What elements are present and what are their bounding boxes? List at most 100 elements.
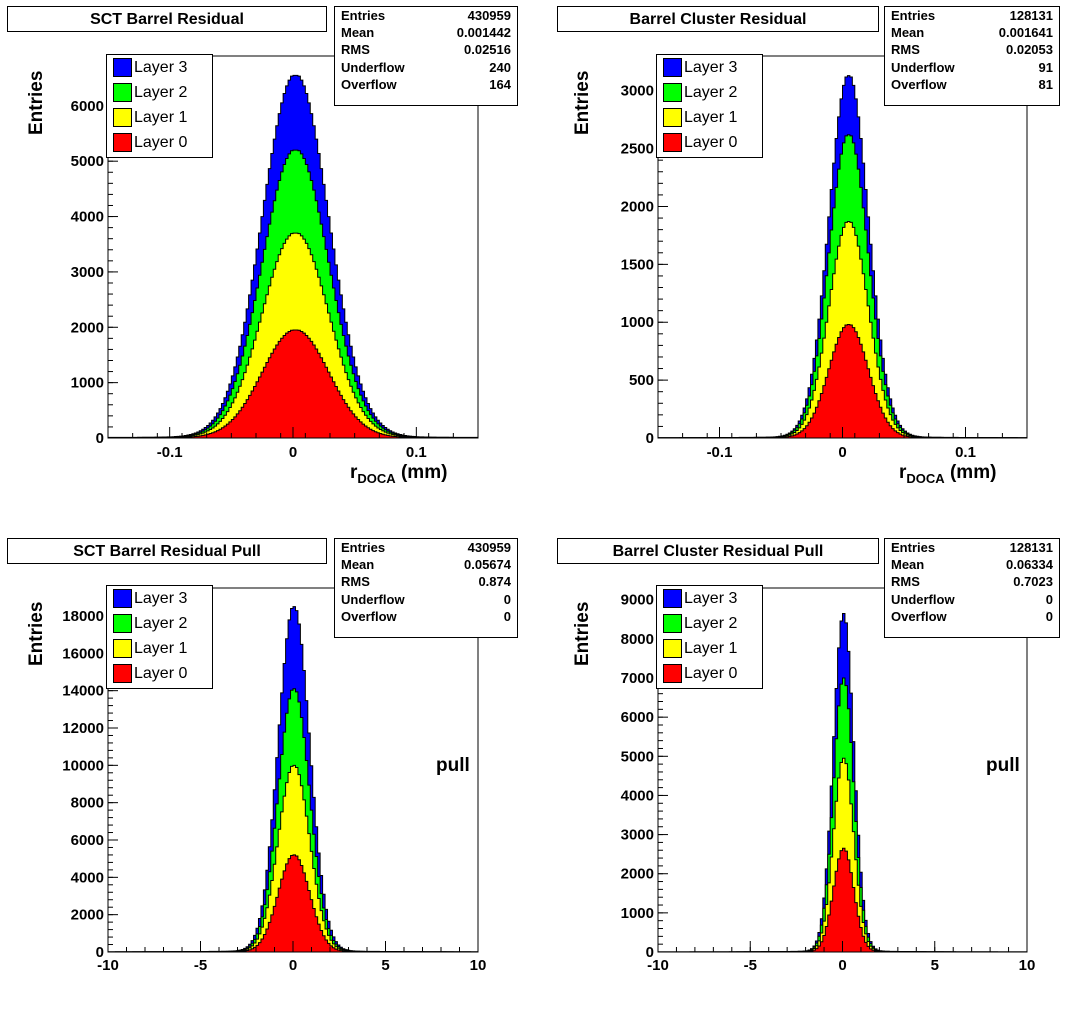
- y-tick-label: 4000: [71, 209, 104, 226]
- x-axis-label: pull: [436, 755, 470, 777]
- stats-row-mean: Mean 0.06334: [891, 556, 1053, 573]
- x-axis-label-sub: DOCA: [906, 470, 945, 486]
- stats-row-overflow: Overflow 81: [891, 76, 1053, 93]
- legend-item-layer-1: Layer 1: [107, 636, 212, 661]
- stats-box: Entries 430959 Mean 0.001442 RMS 0.02516 Un…: [334, 6, 518, 106]
- x-axis-label-sub: DOCA: [357, 470, 396, 486]
- legend-swatch: [113, 83, 132, 102]
- legend-label: Layer 2: [134, 614, 188, 632]
- legend-swatch: [663, 83, 682, 102]
- x-axis-label: pull: [986, 755, 1020, 777]
- y-tick-label: 1000: [71, 375, 104, 392]
- y-tick-label: 0: [96, 944, 104, 961]
- y-tick-label: 5000: [71, 153, 104, 170]
- legend-item-layer-3: Layer 3: [657, 586, 762, 611]
- legend-item-layer-0: Layer 0: [657, 661, 762, 686]
- y-tick-label: 3000: [621, 827, 654, 844]
- legend-swatch: [663, 614, 682, 633]
- chart-panel-cluster-residual-pull: 0 1000 2000 3000 4000 5000 6000 7000 8000 9000 -10…: [534, 515, 1068, 1030]
- x-tick-label: -10: [97, 957, 119, 974]
- stats-row-underflow: Underflow 0: [341, 591, 511, 608]
- x-tick-label: 0.1: [406, 444, 427, 461]
- stats-label: RMS: [891, 574, 920, 590]
- chart-panel-cluster-residual: 0 500 1000 1500 2000 2500 3000 -0.1 0 0.1 Barrel …: [534, 0, 1068, 515]
- legend-item-layer-1: Layer 1: [107, 105, 212, 130]
- stats-row-underflow: Underflow 91: [891, 59, 1053, 76]
- stats-label: Underflow: [341, 59, 405, 75]
- x-tick-label: -10: [647, 957, 669, 974]
- legend-item-layer-3: Layer 3: [107, 586, 212, 611]
- legend-item-layer-3: Layer 3: [657, 55, 762, 80]
- y-tick-label: 1000: [621, 314, 654, 331]
- y-axis-label: Entries: [26, 601, 47, 666]
- stats-value: 164: [489, 76, 511, 92]
- stats-row-mean: Mean 0.05674: [341, 556, 511, 573]
- legend-label: Layer 2: [684, 83, 738, 101]
- stats-value: 0.02053: [1006, 42, 1053, 58]
- y-tick-label: 16000: [62, 645, 104, 662]
- x-axis-label-main: r: [350, 462, 358, 483]
- legend-item-layer-2: Layer 2: [107, 611, 212, 636]
- y-axis-label: Entries: [572, 601, 593, 666]
- x-tick-label: -0.1: [157, 444, 183, 461]
- legend-swatch: [113, 133, 132, 152]
- stats-row-underflow: Underflow 240: [341, 59, 511, 76]
- stats-value: 240: [489, 59, 511, 75]
- stats-row-mean: Mean 0.001641: [891, 24, 1053, 41]
- legend-label: Layer 1: [134, 639, 188, 657]
- y-tick-label: 18000: [62, 608, 104, 625]
- legend-item-layer-0: Layer 0: [107, 130, 212, 155]
- legend-label: Layer 0: [134, 664, 188, 682]
- stats-value: 430959: [467, 8, 511, 23]
- legend: Layer 3 Layer 2 Layer 1 Layer 0: [106, 585, 213, 689]
- stats-label: Overflow: [341, 608, 397, 624]
- legend-item-layer-1: Layer 1: [657, 636, 762, 661]
- stats-row-mean: Mean 0.001442: [341, 24, 511, 41]
- stats-value: 0.02516: [464, 42, 511, 58]
- y-tick-label: 7000: [621, 670, 654, 687]
- y-axis-label: Entries: [572, 70, 593, 135]
- x-axis-label-main: pull: [436, 755, 470, 776]
- x-axis-label-unit: (mm): [400, 462, 448, 483]
- x-tick-label: 10: [470, 957, 487, 974]
- y-tick-label: 500: [629, 372, 654, 389]
- stats-value: 81: [1038, 76, 1053, 92]
- stats-value: 0: [1045, 608, 1053, 624]
- stats-label: Underflow: [341, 591, 405, 607]
- stats-value: 0.06334: [1006, 557, 1053, 573]
- y-axis-label: Entries: [26, 70, 47, 135]
- x-tick-label: 5: [381, 957, 389, 974]
- stats-row-overflow: Overflow 0: [891, 608, 1053, 625]
- legend-swatch: [663, 639, 682, 658]
- legend-label: Layer 1: [134, 108, 188, 126]
- x-tick-label: -5: [744, 957, 757, 974]
- x-tick-label: 10: [1019, 957, 1036, 974]
- y-tick-label: 12000: [62, 720, 104, 737]
- y-tick-label: 1500: [621, 256, 654, 273]
- legend-swatch: [113, 639, 132, 658]
- y-tick-label: 10000: [62, 757, 104, 774]
- legend-item-layer-0: Layer 0: [657, 130, 762, 155]
- legend-swatch: [113, 589, 132, 608]
- stats-label: Entries: [891, 540, 936, 555]
- stats-label: RMS: [341, 42, 370, 58]
- x-axis-label-unit: (mm): [949, 462, 997, 483]
- plot-svg: 0 1000 2000 3000 4000 5000 6000 -0.1 0 0.1: [71, 55, 479, 461]
- legend-swatch: [663, 589, 682, 608]
- chart-title: Barrel Cluster Residual Pull: [557, 538, 879, 564]
- legend: Layer 3 Layer 2 Layer 1 Layer 0: [656, 585, 763, 689]
- stats-value: 0: [503, 608, 511, 624]
- stats-value: 128131: [1009, 8, 1053, 23]
- legend-item-layer-2: Layer 2: [107, 80, 212, 105]
- y-tick-label: 14000: [62, 683, 104, 700]
- stats-row-rms: RMS 0.874: [341, 573, 511, 590]
- legend-swatch: [663, 108, 682, 127]
- stats-label: Entries: [341, 540, 386, 555]
- stats-label: Underflow: [891, 591, 955, 607]
- y-tick-label: 5000: [621, 748, 654, 765]
- stats-row-rms: RMS 0.02516: [341, 41, 511, 58]
- y-tick-label: 6000: [71, 98, 104, 115]
- legend-label: Layer 3: [684, 589, 738, 607]
- x-tick-label: 0.1: [955, 444, 976, 461]
- legend-item-layer-2: Layer 2: [657, 611, 762, 636]
